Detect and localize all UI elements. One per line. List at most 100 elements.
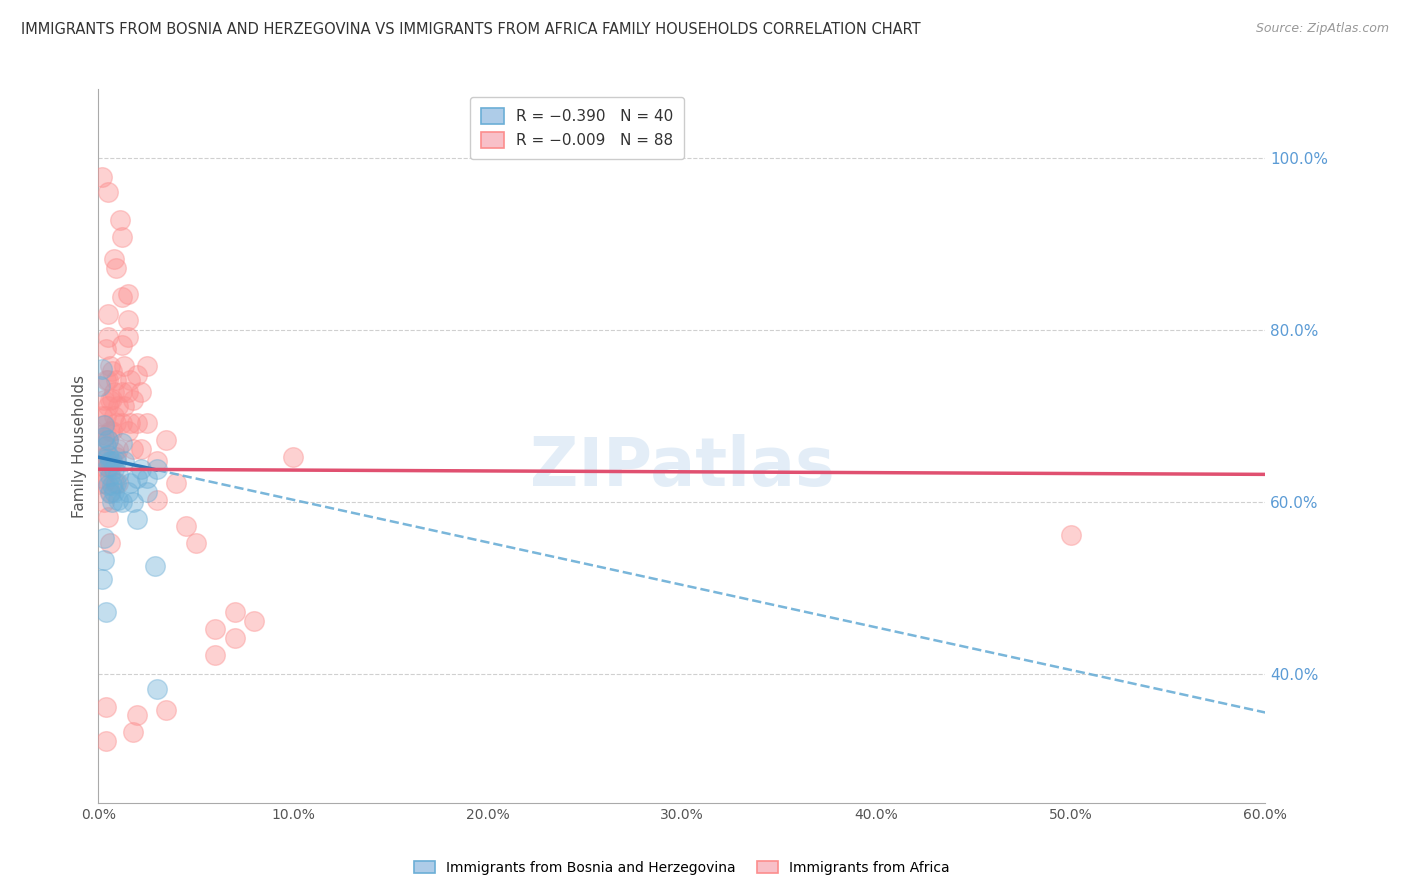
Point bbox=[96, 451, 118, 466]
Point bbox=[97, 330, 120, 344]
Point bbox=[127, 471, 149, 485]
Point bbox=[103, 475, 125, 490]
Point bbox=[155, 703, 177, 717]
Point bbox=[204, 622, 226, 636]
Point bbox=[97, 458, 120, 473]
Point bbox=[111, 416, 134, 430]
Point bbox=[103, 252, 125, 267]
Point bbox=[107, 493, 129, 508]
Point bbox=[111, 338, 134, 352]
Point bbox=[98, 425, 121, 439]
Point bbox=[93, 430, 115, 444]
Text: ZIPatlas: ZIPatlas bbox=[530, 434, 834, 500]
Point bbox=[93, 495, 115, 509]
Point bbox=[117, 425, 139, 439]
Point bbox=[91, 433, 114, 447]
Point bbox=[96, 699, 118, 714]
Point bbox=[91, 409, 114, 423]
Point bbox=[91, 471, 114, 485]
Point bbox=[103, 445, 125, 459]
Point bbox=[98, 469, 121, 483]
Point bbox=[118, 373, 141, 387]
Point bbox=[104, 475, 127, 490]
Point bbox=[93, 393, 115, 408]
Point bbox=[136, 484, 159, 499]
Point bbox=[129, 442, 152, 456]
Legend: Immigrants from Bosnia and Herzegovina, Immigrants from Africa: Immigrants from Bosnia and Herzegovina, … bbox=[409, 855, 955, 880]
Point bbox=[96, 734, 118, 748]
Point bbox=[127, 708, 149, 723]
Point bbox=[136, 416, 159, 430]
Point bbox=[96, 605, 118, 619]
Point bbox=[97, 477, 120, 491]
Point bbox=[93, 450, 115, 465]
Point bbox=[243, 614, 266, 628]
Point bbox=[93, 553, 115, 567]
Point bbox=[104, 373, 127, 387]
Point bbox=[101, 453, 124, 467]
Point bbox=[117, 384, 139, 399]
Point bbox=[101, 364, 124, 378]
Point bbox=[104, 450, 127, 465]
Point bbox=[89, 379, 111, 393]
Point bbox=[224, 631, 246, 645]
Point bbox=[93, 475, 115, 490]
Point bbox=[91, 458, 114, 473]
Point bbox=[103, 409, 125, 423]
Y-axis label: Family Households: Family Households bbox=[72, 375, 87, 517]
Point bbox=[122, 725, 145, 739]
Point bbox=[98, 536, 121, 550]
Text: IMMIGRANTS FROM BOSNIA AND HERZEGOVINA VS IMMIGRANTS FROM AFRICA FAMILY HOUSEHOL: IMMIGRANTS FROM BOSNIA AND HERZEGOVINA V… bbox=[21, 22, 921, 37]
Point bbox=[107, 467, 129, 482]
Point bbox=[174, 519, 197, 533]
Point bbox=[122, 442, 145, 456]
Point bbox=[112, 453, 135, 467]
Point bbox=[101, 425, 124, 439]
Point bbox=[112, 359, 135, 373]
Point bbox=[165, 475, 187, 490]
Point bbox=[107, 442, 129, 456]
Point bbox=[281, 450, 304, 465]
Point bbox=[97, 399, 120, 413]
Point bbox=[97, 510, 120, 524]
Point bbox=[146, 453, 169, 467]
Point bbox=[97, 308, 120, 322]
Point bbox=[111, 230, 134, 244]
Point bbox=[111, 436, 134, 450]
Point bbox=[143, 559, 166, 574]
Point bbox=[96, 439, 118, 453]
Point bbox=[129, 462, 152, 476]
Point bbox=[96, 409, 118, 423]
Point bbox=[97, 433, 120, 447]
Point bbox=[98, 393, 121, 408]
Point bbox=[101, 495, 124, 509]
Point bbox=[107, 399, 129, 413]
Point bbox=[97, 448, 120, 462]
Point bbox=[89, 475, 111, 490]
Point bbox=[96, 342, 118, 356]
Point bbox=[103, 484, 125, 499]
Point bbox=[146, 462, 169, 476]
Point bbox=[93, 417, 115, 432]
Point bbox=[97, 373, 120, 387]
Point bbox=[98, 484, 121, 499]
Point bbox=[122, 393, 145, 408]
Point bbox=[89, 450, 111, 465]
Point bbox=[146, 493, 169, 508]
Point bbox=[91, 169, 114, 184]
Point bbox=[104, 416, 127, 430]
Point bbox=[127, 416, 149, 430]
Point bbox=[91, 572, 114, 586]
Text: Source: ZipAtlas.com: Source: ZipAtlas.com bbox=[1256, 22, 1389, 36]
Point bbox=[89, 427, 111, 442]
Point bbox=[98, 453, 121, 467]
Point bbox=[98, 486, 121, 500]
Point bbox=[111, 495, 134, 509]
Point bbox=[118, 475, 141, 490]
Point bbox=[117, 484, 139, 499]
Point bbox=[97, 433, 120, 447]
Point bbox=[127, 368, 149, 382]
Point bbox=[118, 416, 141, 430]
Point bbox=[93, 531, 115, 545]
Point bbox=[136, 471, 159, 485]
